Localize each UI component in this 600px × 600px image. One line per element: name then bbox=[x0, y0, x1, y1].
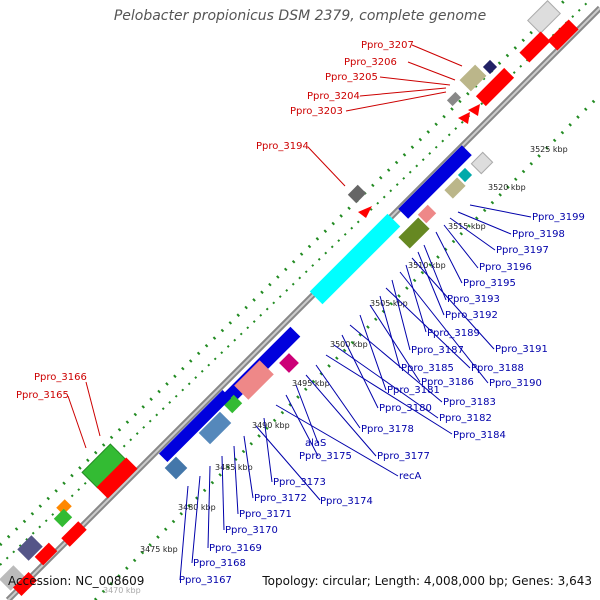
gene-label: recA bbox=[399, 471, 422, 482]
red-label-leaders bbox=[67, 44, 463, 449]
red-gene-labels: Ppro_3207 Ppro_3206 Ppro_3205 Ppro_3204 … bbox=[16, 40, 414, 401]
gene-label: Ppro_3167 bbox=[179, 575, 232, 586]
tick-label: 3505 kbp bbox=[370, 299, 408, 308]
gene-label: Ppro_3168 bbox=[193, 558, 246, 569]
tick-label: 3475 kbp bbox=[140, 545, 178, 554]
blue-gene-labels: Ppro_3199 Ppro_3198 Ppro_3197 Ppro_3196 … bbox=[179, 212, 585, 586]
tick-label: 3490 kbp bbox=[252, 421, 290, 430]
tick-label: 3500 kbp bbox=[330, 340, 368, 349]
topology-label: Topology: circular; Length: 4,008,000 bp… bbox=[262, 574, 592, 588]
tick-label: 3495 kbp bbox=[292, 379, 330, 388]
gene-label: Ppro_3187 bbox=[411, 345, 464, 356]
tick-label: 3485 kbp bbox=[215, 463, 253, 472]
gene-label: Ppro_3169 bbox=[209, 543, 262, 554]
gene-label: Ppro_3192 bbox=[445, 310, 498, 321]
gene-label: Ppro_3207 bbox=[361, 40, 414, 51]
map-title: Pelobacter propionicus DSM 2379, complet… bbox=[113, 8, 487, 24]
gene-label: Ppro_3197 bbox=[496, 245, 549, 256]
gene-label: Ppro_3190 bbox=[489, 378, 542, 389]
tick-label: 3515 kbp bbox=[448, 222, 486, 231]
reverse-strand-genes bbox=[158, 145, 494, 480]
genome-backbone-highlight bbox=[7, 7, 600, 600]
gene-label: Ppro_3204 bbox=[307, 91, 360, 102]
gene-label: Ppro_3183 bbox=[443, 397, 496, 408]
gene-label: Ppro_3198 bbox=[512, 229, 565, 240]
tick-label: 3510 kbp bbox=[408, 261, 446, 270]
gene-label: Ppro_3205 bbox=[325, 72, 378, 83]
gene-label: Ppro_3195 bbox=[463, 278, 516, 289]
gene-label: Ppro_3203 bbox=[290, 106, 343, 117]
tick-label: 3520 kbp bbox=[488, 183, 526, 192]
gene-label: Ppro_3185 bbox=[401, 363, 454, 374]
accession-label: Accession: NC_008609 bbox=[8, 574, 145, 588]
gene-label: Ppro_3196 bbox=[479, 262, 532, 273]
gene-label: Ppro_3180 bbox=[379, 403, 432, 414]
blue-label-leaders bbox=[179, 204, 532, 581]
gene-label: Ppro_3206 bbox=[344, 57, 397, 68]
gene-label: Ppro_3178 bbox=[361, 424, 414, 435]
gene-label: Ppro_3186 bbox=[421, 377, 474, 388]
tick-label: 3525 kbp bbox=[530, 145, 568, 154]
outer-tick-line-right bbox=[93, 93, 600, 600]
gene-label: Ppro_3174 bbox=[320, 496, 373, 507]
gene-label: Ppro_3166 bbox=[34, 372, 87, 383]
gene-label: Ppro_3199 bbox=[532, 212, 585, 223]
gene-label: Ppro_3181 bbox=[387, 385, 440, 396]
gene-label: Ppro_3170 bbox=[225, 525, 278, 536]
gene-label: Ppro_3193 bbox=[447, 294, 500, 305]
gene-label: Ppro_3165 bbox=[16, 390, 69, 401]
gene-label: Ppro_3175 bbox=[299, 451, 352, 462]
gene-label: Ppro_3173 bbox=[273, 477, 326, 488]
gene-label: Ppro_3188 bbox=[471, 363, 524, 374]
gene-label: Ppro_3191 bbox=[495, 344, 548, 355]
gene-label: Ppro_3177 bbox=[377, 451, 430, 462]
gene-label: Ppro_3172 bbox=[254, 493, 307, 504]
gene-label: Ppro_3184 bbox=[453, 430, 506, 441]
forward-strand-genes bbox=[0, 0, 579, 597]
gene-label: Ppro_3189 bbox=[427, 328, 480, 339]
tick-label: 3470 kbp bbox=[103, 586, 141, 595]
gene-label: Ppro_3171 bbox=[239, 509, 292, 520]
gene-label: Ppro_3194 bbox=[256, 141, 309, 152]
gene-label: alaS bbox=[305, 438, 326, 449]
gene-label: Ppro_3182 bbox=[439, 413, 492, 424]
